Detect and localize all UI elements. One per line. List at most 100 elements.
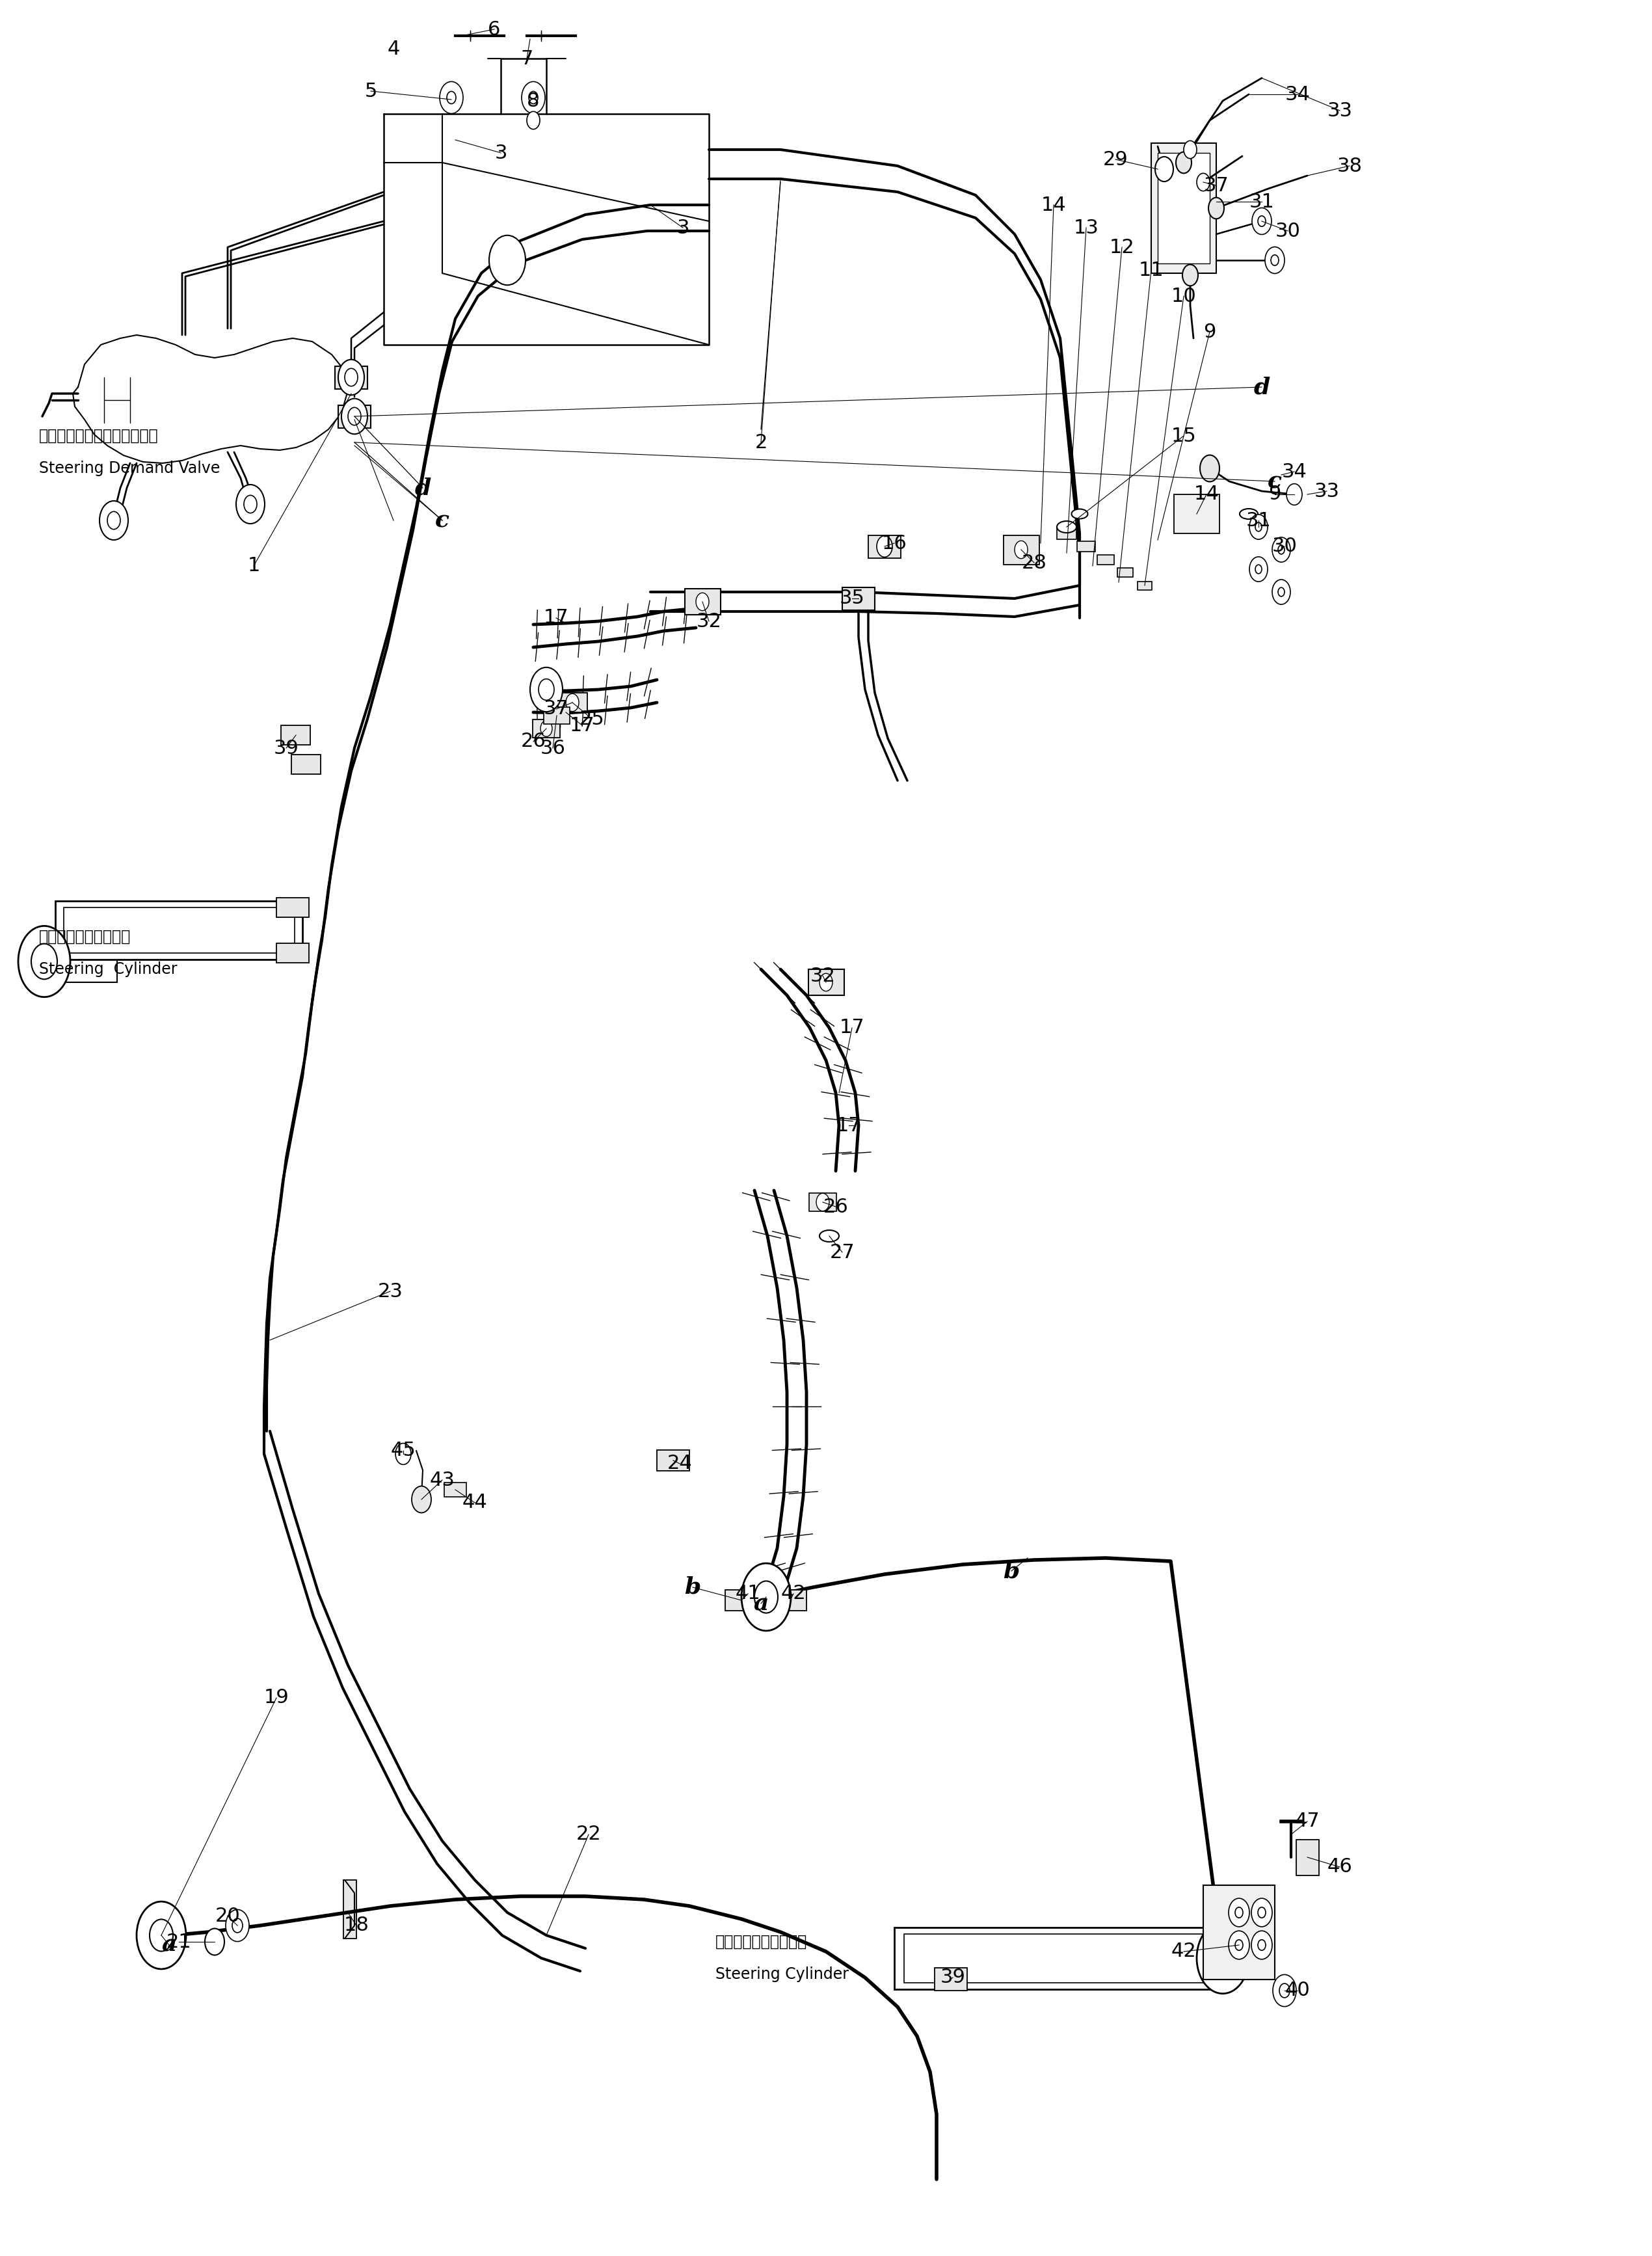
Ellipse shape [1239,508,1257,519]
Text: 17: 17 [570,715,595,735]
Circle shape [1211,1940,1236,1974]
Text: ステアリングシリンダ: ステアリングシリンダ [40,929,131,945]
Bar [281,726,311,744]
Bar [1117,569,1133,578]
Bar [869,535,900,557]
Circle shape [339,359,363,395]
Bar [808,970,844,995]
Text: Steering Demand Valve: Steering Demand Valve [40,460,220,476]
Circle shape [1014,541,1028,559]
Circle shape [1279,1983,1290,1999]
Circle shape [1249,514,1267,539]
Text: 8: 8 [527,92,540,111]
Circle shape [530,668,563,711]
Bar [935,1967,966,1990]
Text: 3: 3 [677,219,689,237]
Ellipse shape [755,1593,778,1606]
Circle shape [18,925,71,997]
Circle shape [877,535,892,557]
Circle shape [1184,140,1196,158]
Text: 46: 46 [1327,1857,1353,1877]
Text: 42: 42 [781,1584,806,1604]
Bar [725,1590,758,1611]
Text: 33: 33 [1313,483,1340,501]
Bar [558,693,586,713]
Text: ステアリングデマンドバルブ: ステアリングデマンドバルブ [40,429,159,444]
Text: 40: 40 [1285,1981,1310,2001]
Bar [444,1482,466,1496]
Bar [532,720,560,738]
Text: 9: 9 [1203,323,1216,341]
Text: 31: 31 [1249,192,1274,212]
Text: 38: 38 [1336,156,1363,176]
Text: 26: 26 [823,1198,849,1216]
Circle shape [1265,246,1285,273]
Circle shape [1272,537,1290,562]
Text: 7: 7 [520,50,534,68]
Bar [335,365,367,388]
Bar [1295,1839,1318,1875]
Circle shape [816,1193,829,1211]
Text: 2: 2 [755,433,767,451]
Text: 34: 34 [1282,462,1307,481]
Circle shape [411,1487,431,1514]
Text: 37: 37 [544,699,568,717]
Text: 10: 10 [1171,287,1196,305]
Circle shape [1256,564,1262,573]
Text: 36: 36 [540,738,565,758]
Text: 23: 23 [378,1281,403,1302]
Bar [657,1451,689,1471]
Text: 43: 43 [430,1471,454,1489]
Text: 20: 20 [215,1906,240,1924]
Circle shape [1257,1940,1265,1951]
Circle shape [236,485,264,523]
Circle shape [1279,546,1285,555]
Ellipse shape [1072,510,1087,519]
Text: d: d [415,476,431,499]
Text: 35: 35 [839,589,864,607]
Bar [1057,528,1077,539]
Text: 5: 5 [365,81,377,102]
Circle shape [1236,1906,1242,1918]
Circle shape [489,235,525,284]
Text: Steering  Cylinder: Steering Cylinder [40,961,177,977]
Text: Steering Cylinder: Steering Cylinder [715,1967,849,1983]
Bar [55,941,117,981]
Bar [291,754,320,774]
Text: 19: 19 [264,1687,289,1708]
Circle shape [345,368,358,386]
Circle shape [1183,264,1198,287]
Text: 27: 27 [829,1243,854,1261]
Circle shape [1251,1897,1272,1927]
Circle shape [540,720,552,735]
Circle shape [1272,1974,1297,2006]
Text: 15: 15 [1171,426,1196,444]
Text: 14: 14 [1041,196,1066,214]
Circle shape [1196,174,1209,192]
Circle shape [1176,151,1191,174]
Circle shape [1229,1931,1249,1958]
Text: 45: 45 [390,1442,416,1460]
Circle shape [1251,1931,1272,1958]
Text: 32: 32 [695,611,722,632]
Bar [55,900,302,959]
Bar [1003,535,1039,564]
Text: 4: 4 [387,38,400,59]
Bar [684,589,720,614]
Circle shape [1287,483,1302,505]
Circle shape [1208,199,1224,219]
Bar [904,1933,1203,1983]
Text: 1: 1 [248,557,259,575]
Circle shape [1249,557,1267,582]
Circle shape [1256,523,1262,532]
Bar [1138,582,1151,589]
Text: 25: 25 [580,708,605,729]
Text: 37: 37 [1204,176,1229,194]
Bar [276,898,309,918]
Text: 41: 41 [735,1584,760,1604]
Bar [1097,555,1113,564]
Text: 42: 42 [1171,1942,1196,1960]
Text: a: a [753,1593,768,1615]
Text: d: d [1254,377,1270,397]
Circle shape [529,90,539,104]
